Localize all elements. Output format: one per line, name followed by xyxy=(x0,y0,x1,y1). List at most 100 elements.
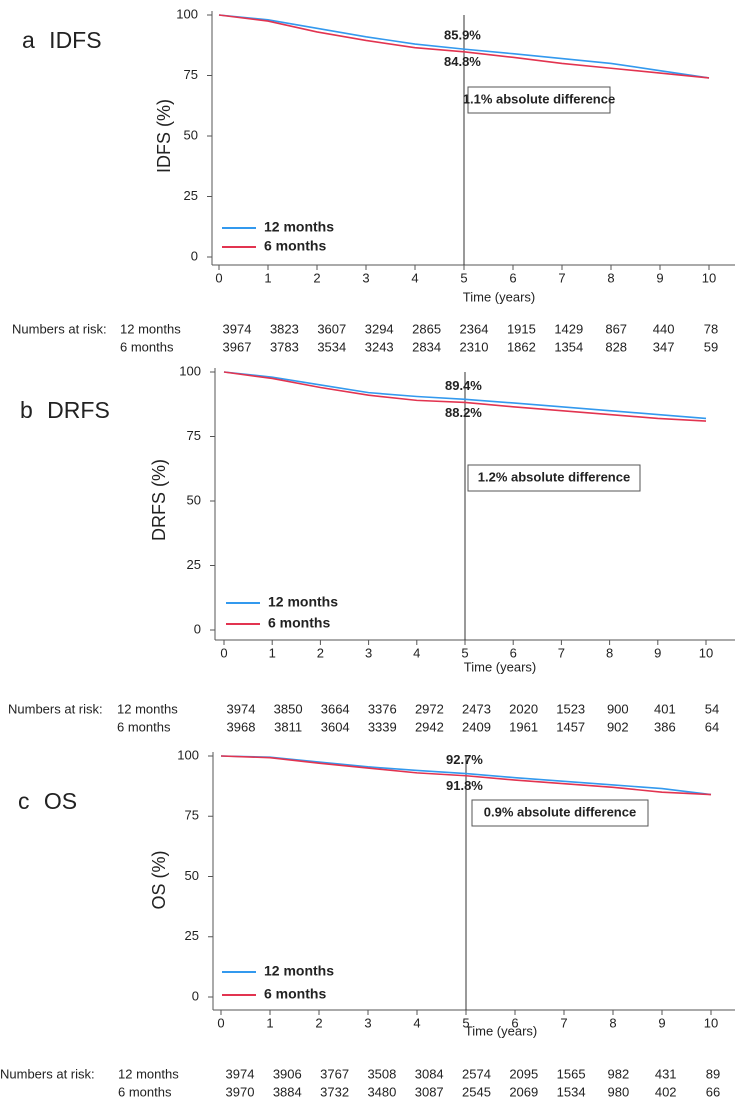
y-tick-label: 25 xyxy=(187,557,201,572)
risk-value: 2865 xyxy=(412,321,441,336)
risk-value: 78 xyxy=(704,321,718,336)
annotation: 1.2% absolute difference xyxy=(478,469,630,484)
risk-value: 2834 xyxy=(412,339,441,354)
km-curve xyxy=(218,14,710,79)
risk-value: 347 xyxy=(653,339,675,354)
y-tick-label: 75 xyxy=(185,808,199,823)
risk-value: 64 xyxy=(705,719,719,734)
risk-value: 1457 xyxy=(556,719,585,734)
risk-table-label: Numbers at risk: xyxy=(0,1066,95,1081)
x-tick-label: 7 xyxy=(560,1015,567,1030)
annotation: 91.8% xyxy=(446,778,483,793)
x-axis-label: Time (years) xyxy=(465,1023,537,1038)
annotation-box xyxy=(467,86,611,114)
legend-label: 12 months xyxy=(268,594,338,610)
risk-value: 89 xyxy=(706,1066,720,1081)
risk-value: 1429 xyxy=(554,321,583,336)
risk-value: 3811 xyxy=(274,719,302,734)
x-tick-label: 5 xyxy=(462,1015,469,1030)
x-tick-label: 1 xyxy=(266,1015,273,1030)
risk-value: 3087 xyxy=(415,1084,444,1099)
risk-value: 2409 xyxy=(462,719,491,734)
risk-value: 3967 xyxy=(223,339,252,354)
risk-value: 3376 xyxy=(368,701,397,716)
risk-row-name: 12 months xyxy=(118,1066,179,1081)
y-tick-label: 25 xyxy=(185,928,199,943)
panel-title: c OS xyxy=(18,788,77,814)
risk-value: 3970 xyxy=(226,1084,255,1099)
risk-value: 2020 xyxy=(509,701,538,716)
risk-value: 1354 xyxy=(554,339,583,354)
x-tick-label: 10 xyxy=(704,1015,718,1030)
x-tick-label: 9 xyxy=(656,270,663,285)
risk-row-name: 6 months xyxy=(120,339,174,354)
annotation: 84.8% xyxy=(444,54,481,69)
y-tick-label: 25 xyxy=(184,188,198,203)
risk-value: 3968 xyxy=(227,719,256,734)
risk-value: 66 xyxy=(706,1084,720,1099)
x-tick-label: 9 xyxy=(654,645,661,660)
risk-value: 3974 xyxy=(226,1066,255,1081)
risk-value: 1565 xyxy=(557,1066,586,1081)
risk-value: 440 xyxy=(653,321,675,336)
x-axis-label: Time (years) xyxy=(463,289,535,304)
risk-value: 3974 xyxy=(223,321,252,336)
risk-value: 980 xyxy=(608,1084,630,1099)
risk-value: 3732 xyxy=(320,1084,349,1099)
risk-value: 401 xyxy=(654,701,676,716)
annotation-box xyxy=(467,464,641,492)
risk-value: 867 xyxy=(605,321,627,336)
annotation: 1.1% absolute difference xyxy=(463,91,615,106)
risk-value: 3906 xyxy=(273,1066,302,1081)
x-tick-label: 5 xyxy=(460,270,467,285)
x-tick-label: 0 xyxy=(220,645,227,660)
x-tick-label: 9 xyxy=(658,1015,665,1030)
y-tick-label: 50 xyxy=(187,492,201,507)
x-tick-label: 5 xyxy=(461,645,468,660)
risk-value: 902 xyxy=(607,719,629,734)
risk-value: 3294 xyxy=(365,321,394,336)
risk-value: 3884 xyxy=(273,1084,302,1099)
risk-row-name: 12 months xyxy=(120,321,181,336)
risk-value: 900 xyxy=(607,701,629,716)
risk-value: 402 xyxy=(655,1084,677,1099)
risk-value: 2972 xyxy=(415,701,444,716)
x-tick-label: 8 xyxy=(609,1015,616,1030)
risk-value: 3767 xyxy=(320,1066,349,1081)
risk-value: 3607 xyxy=(317,321,346,336)
risk-value: 3604 xyxy=(321,719,350,734)
x-tick-label: 4 xyxy=(413,645,420,660)
risk-value: 3783 xyxy=(270,339,299,354)
km-curve xyxy=(220,755,712,796)
y-axis-label: IDFS (%) xyxy=(154,99,174,173)
risk-value: 2069 xyxy=(509,1084,538,1099)
legend-label: 6 months xyxy=(264,238,326,254)
legend-label: 6 months xyxy=(264,986,326,1002)
x-tick-label: 3 xyxy=(364,1015,371,1030)
risk-row-name: 6 months xyxy=(117,719,171,734)
x-tick-label: 8 xyxy=(606,645,613,660)
y-tick-label: 0 xyxy=(194,621,201,636)
risk-value: 2095 xyxy=(509,1066,538,1081)
x-tick-label: 1 xyxy=(269,645,276,660)
risk-value: 3850 xyxy=(274,701,303,716)
risk-table-label: Numbers at risk: xyxy=(8,701,103,716)
risk-value: 2574 xyxy=(462,1066,491,1081)
risk-value: 3508 xyxy=(367,1066,396,1081)
x-tick-label: 2 xyxy=(317,645,324,660)
y-tick-label: 50 xyxy=(184,127,198,142)
x-tick-label: 0 xyxy=(215,270,222,285)
risk-value: 59 xyxy=(704,339,718,354)
risk-value: 1523 xyxy=(556,701,585,716)
risk-value: 2545 xyxy=(462,1084,491,1099)
legend-label: 6 months xyxy=(268,615,330,631)
y-tick-label: 100 xyxy=(177,747,199,762)
y-axis-label: OS (%) xyxy=(149,850,169,909)
risk-value: 54 xyxy=(705,701,719,716)
risk-value: 3084 xyxy=(415,1066,444,1081)
y-tick-label: 50 xyxy=(185,868,199,883)
risk-value: 2364 xyxy=(460,321,489,336)
risk-value: 2473 xyxy=(462,701,491,716)
annotation: 92.7% xyxy=(446,752,483,767)
x-tick-label: 1 xyxy=(264,270,271,285)
